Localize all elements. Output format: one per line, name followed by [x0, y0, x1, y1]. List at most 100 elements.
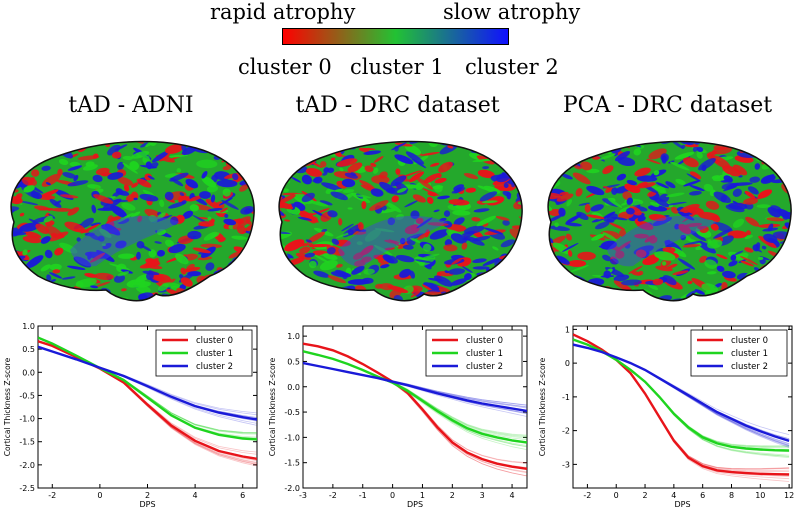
brain-patch [572, 172, 591, 185]
brain-patch [655, 182, 669, 189]
brain-patch [343, 300, 354, 310]
brain-patch [548, 281, 557, 292]
brain-patch [147, 175, 155, 180]
brain-patch [353, 252, 364, 260]
brain-patch [609, 258, 619, 265]
brain-patch [115, 240, 127, 249]
brain-patch [325, 141, 344, 147]
brain-patch [737, 141, 756, 145]
brain-patch [67, 180, 89, 187]
brain-patch [283, 188, 289, 193]
brain-patch [144, 208, 162, 219]
brain-patch [404, 200, 418, 208]
brain-patch [597, 145, 603, 152]
brain-patch [136, 251, 141, 260]
brain-patch [37, 285, 44, 294]
brain-patch [688, 131, 705, 138]
brain-patch [248, 154, 255, 159]
brain-patch [336, 263, 343, 268]
brain-patch [521, 236, 523, 245]
brain-patch [219, 281, 231, 291]
brain-patch [317, 144, 323, 150]
brain-patch [236, 225, 247, 235]
brain-patch [441, 133, 453, 138]
brain-patch [200, 243, 222, 249]
brain-patch [733, 164, 748, 176]
brain-patch [559, 278, 567, 283]
brain-patch [420, 151, 440, 156]
brain-patch [773, 143, 782, 153]
brain-patch [666, 201, 687, 206]
panel-title-drc-tad: tAD - DRC dataset [295, 93, 500, 118]
chart-drc-tad: -3 -2 -1 0 1 2 3 4 1.0 0.5 0.0 -0.5 -1.0 -1.5 -2.0 DPS C… [268, 325, 528, 509]
brain-patch [148, 215, 158, 223]
brain-patch [151, 302, 171, 310]
brain-patch [500, 239, 515, 248]
y-tick-label: -1.0 [284, 433, 300, 442]
brain-patch [319, 298, 338, 301]
brain-patch [598, 245, 614, 249]
x-tick-label: 1 [420, 491, 425, 500]
rapid-atrophy-label: rapid atrophy [210, 0, 356, 24]
brain-patch [347, 162, 363, 173]
brain-patch [236, 285, 247, 293]
brain-patch [358, 147, 370, 153]
brain-patch [321, 228, 328, 233]
brain-patch [670, 206, 679, 214]
brain-patch [438, 161, 453, 173]
y-axis-label: Cortical Thickness Z-score [268, 357, 277, 456]
brain-patch [165, 144, 184, 154]
brain-patch [578, 202, 591, 206]
brain-patch [577, 251, 596, 261]
legend-label-cluster-2: cluster 2 [466, 362, 503, 372]
brain-patch [548, 171, 551, 183]
x-tick-label: 2 [145, 491, 150, 500]
brain-patch [487, 276, 504, 283]
brain-patch [412, 194, 427, 203]
brain-patch [347, 229, 354, 236]
brain-patch [789, 262, 792, 266]
brain-patch [234, 307, 243, 310]
brain-patch [313, 270, 330, 278]
brain-patch [586, 185, 605, 196]
brain-patch [268, 301, 283, 310]
y-tick-label: 0.0 [22, 368, 35, 377]
brain-patch [615, 240, 632, 252]
brain-patch [704, 259, 718, 269]
brain-patch [782, 294, 792, 301]
brain-patch [22, 236, 42, 244]
brain-patch [795, 244, 799, 251]
brain-outline [278, 140, 523, 302]
brain-patch [111, 301, 117, 307]
brain-patch [312, 177, 320, 183]
brain-patch [295, 252, 312, 260]
brain-patch [410, 210, 420, 220]
brain-patch [24, 141, 40, 144]
brain-patch [689, 184, 705, 192]
brain-patch [94, 130, 112, 138]
brain-patch [256, 251, 262, 260]
brain-patch [786, 300, 792, 301]
brain-patch [569, 149, 586, 154]
brain-patch [788, 248, 792, 256]
brain-patch [370, 162, 377, 167]
panel-title-adni: tAD - ADNI [68, 93, 194, 118]
brain-patch [107, 215, 115, 225]
brain-patch [795, 265, 799, 270]
brain-patch [287, 158, 298, 166]
brain-patch [101, 224, 120, 235]
brain-patch [212, 290, 227, 300]
brain-patch [235, 130, 256, 140]
brain-patch [157, 212, 166, 219]
brain-patch [340, 302, 352, 310]
brain-patch [537, 165, 543, 170]
brain-patch [668, 305, 681, 310]
brain-patch [189, 195, 203, 202]
brain-patch [176, 168, 182, 173]
brain-patch [117, 190, 130, 196]
colorbar-cluster-0-label: cluster 0 [238, 55, 332, 79]
brain-patch [469, 132, 477, 142]
brain-patch [24, 231, 42, 239]
brain-patch [416, 177, 434, 190]
brain-patch [626, 179, 638, 186]
